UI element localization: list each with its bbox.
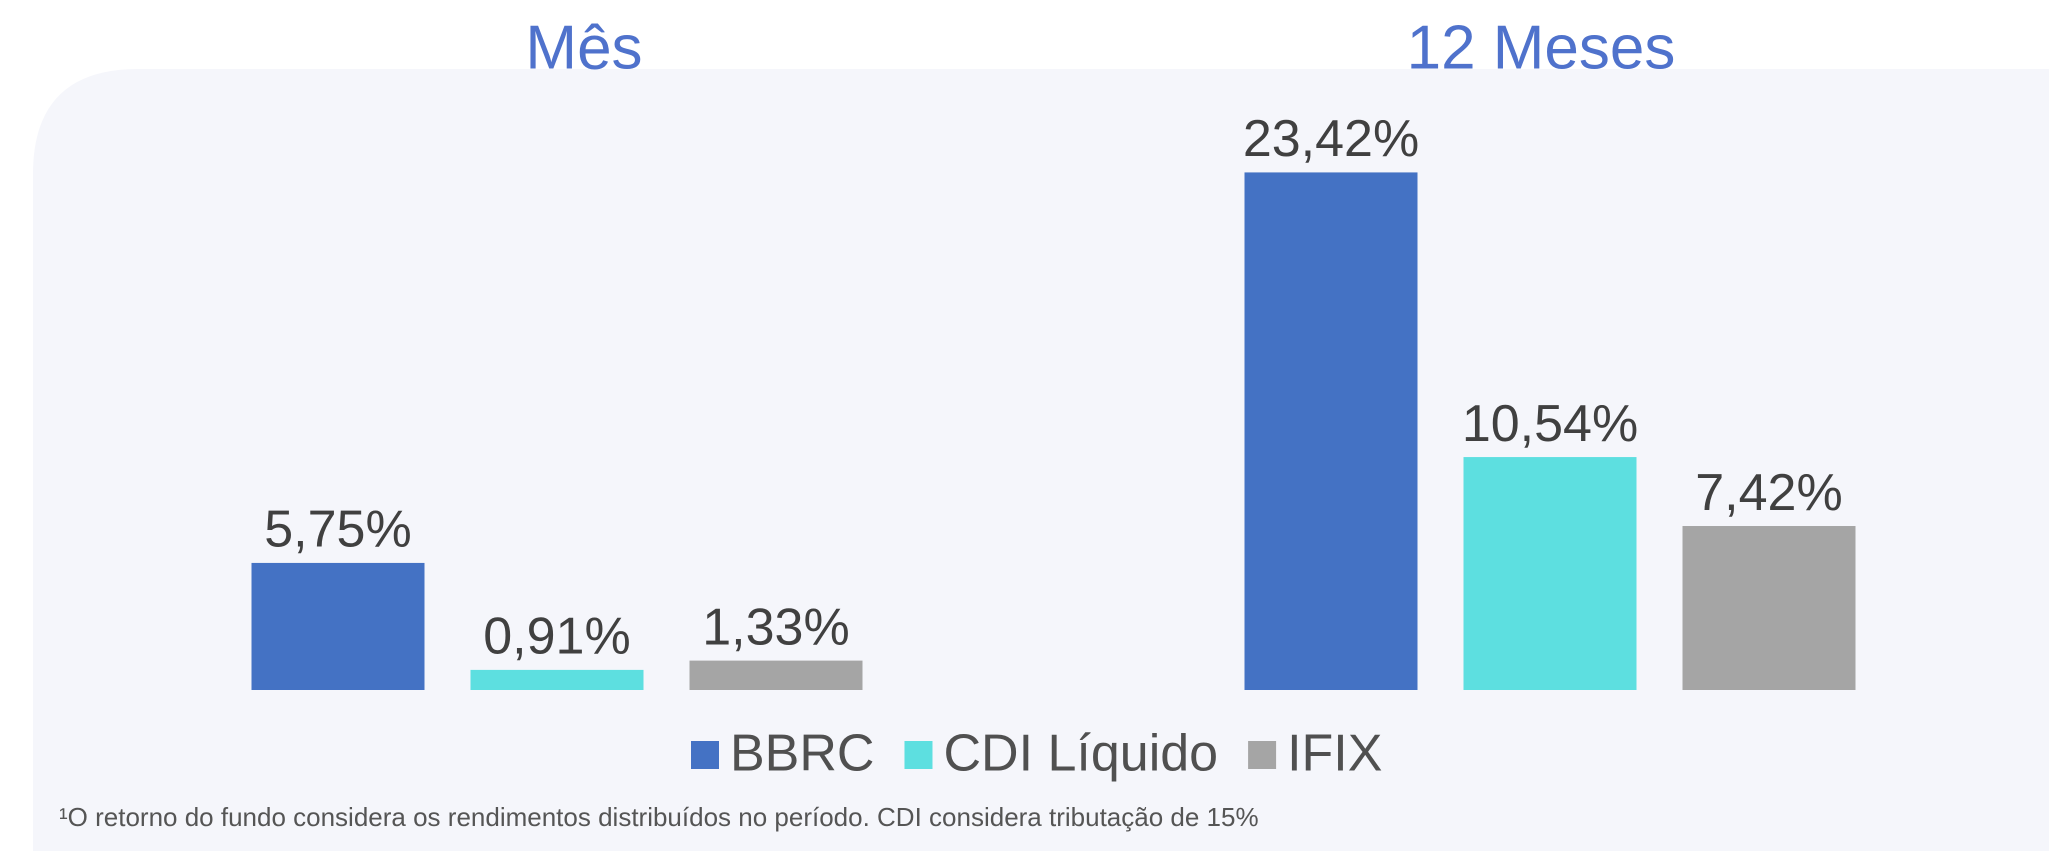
- bar: [1463, 457, 1637, 690]
- value-label: 10,54%: [1462, 395, 1638, 453]
- bar: [689, 660, 863, 690]
- group-title: Mês: [525, 13, 642, 82]
- legend-label: BBRC: [730, 725, 874, 783]
- group-title: 12 Meses: [1407, 13, 1676, 82]
- value-label: 0,91%: [483, 608, 630, 666]
- footnote: ¹O retorno do fundo considera os rendime…: [59, 802, 1259, 832]
- value-label: 1,33%: [702, 598, 849, 656]
- legend-label: CDI Líquido: [943, 725, 1218, 783]
- bar: [251, 562, 425, 690]
- legend-swatch: [1248, 741, 1277, 769]
- value-label: 5,75%: [264, 501, 411, 559]
- bar: [1244, 172, 1418, 691]
- legend-label: IFIX: [1287, 725, 1382, 783]
- bar: [470, 669, 644, 690]
- bar: [1682, 526, 1856, 690]
- legend-swatch: [904, 741, 933, 769]
- value-label: 23,42%: [1243, 110, 1419, 168]
- legend-swatch: [691, 741, 719, 769]
- value-label: 7,42%: [1695, 464, 1842, 522]
